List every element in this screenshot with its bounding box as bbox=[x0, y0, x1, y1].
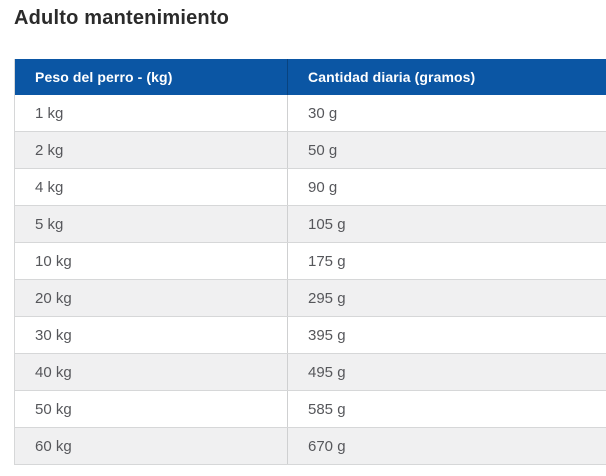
table-row: 5 kg 105 g bbox=[15, 206, 606, 243]
amount-cell: 495 g bbox=[288, 354, 606, 391]
weight-cell: 1 kg bbox=[15, 95, 288, 132]
amount-cell: 175 g bbox=[288, 243, 606, 280]
weight-cell: 30 kg bbox=[15, 317, 288, 354]
amount-cell: 90 g bbox=[288, 169, 606, 206]
table-row: 4 kg 90 g bbox=[15, 169, 606, 206]
table-row: 1 kg 30 g bbox=[15, 95, 606, 132]
weight-cell: 60 kg bbox=[15, 428, 288, 465]
table-row: 40 kg 495 g bbox=[15, 354, 606, 391]
table-row: 20 kg 295 g bbox=[15, 280, 606, 317]
amount-cell: 395 g bbox=[288, 317, 606, 354]
amount-cell: 105 g bbox=[288, 206, 606, 243]
weight-cell: 50 kg bbox=[15, 391, 288, 428]
weight-cell: 4 kg bbox=[15, 169, 288, 206]
feeding-guide-table: Peso del perro - (kg) Cantidad diaria (g… bbox=[14, 59, 606, 465]
amount-cell: 50 g bbox=[288, 132, 606, 169]
column-header-weight: Peso del perro - (kg) bbox=[15, 59, 288, 95]
weight-cell: 2 kg bbox=[15, 132, 288, 169]
page: Adulto mantenimiento Peso del perro - (k… bbox=[0, 5, 606, 465]
weight-cell: 5 kg bbox=[15, 206, 288, 243]
table-row: 60 kg 670 g bbox=[15, 428, 606, 465]
table-row: 30 kg 395 g bbox=[15, 317, 606, 354]
table-row: 10 kg 175 g bbox=[15, 243, 606, 280]
weight-cell: 10 kg bbox=[15, 243, 288, 280]
weight-cell: 40 kg bbox=[15, 354, 288, 391]
column-header-amount: Cantidad diaria (gramos) bbox=[288, 59, 606, 95]
table-row: 2 kg 50 g bbox=[15, 132, 606, 169]
amount-cell: 295 g bbox=[288, 280, 606, 317]
header-row: Peso del perro - (kg) Cantidad diaria (g… bbox=[15, 59, 606, 95]
amount-cell: 670 g bbox=[288, 428, 606, 465]
amount-cell: 30 g bbox=[288, 95, 606, 132]
amount-cell: 585 g bbox=[288, 391, 606, 428]
table-row: 50 kg 585 g bbox=[15, 391, 606, 428]
weight-cell: 20 kg bbox=[15, 280, 288, 317]
page-title: Adulto mantenimiento bbox=[14, 5, 606, 31]
